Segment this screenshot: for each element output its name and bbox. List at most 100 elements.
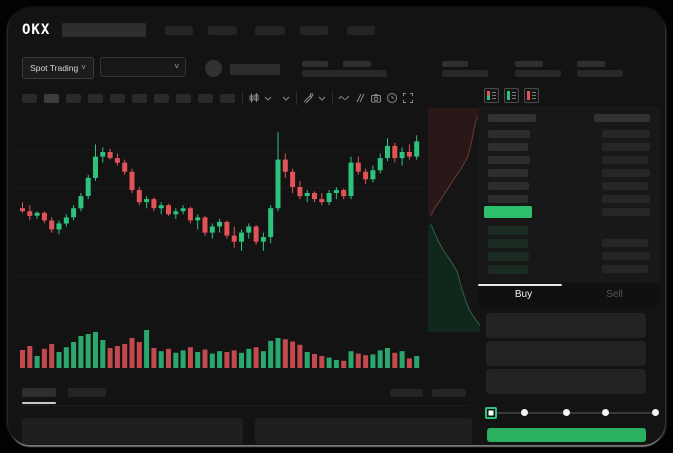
ask-amount-bar[interactable] [602, 156, 648, 164]
bottom-action-2[interactable] [432, 389, 466, 397]
candlestick-style-icon[interactable] [248, 92, 260, 104]
slider-stop-25[interactable] [521, 409, 528, 416]
candle-up [385, 145, 390, 159]
volume-bar [239, 352, 244, 368]
line-tools-icon[interactable] [302, 92, 314, 104]
ask-amount-bar[interactable] [602, 182, 648, 190]
candle-down [49, 220, 55, 230]
timeframe-button-2[interactable] [44, 94, 59, 103]
ask-amount-bar[interactable] [602, 169, 650, 177]
candle-up [78, 196, 84, 209]
volume-bar [326, 357, 332, 368]
bid-amount-bar[interactable] [602, 265, 648, 273]
timeframe-button-1[interactable] [22, 94, 37, 103]
volume-bar [253, 347, 259, 368]
app-window: OKX Spot Trading ˅ ˅ [8, 8, 665, 445]
nav-item-5[interactable] [347, 26, 375, 35]
slider-track[interactable] [488, 412, 658, 414]
volume-bar [217, 351, 223, 368]
order-total-field[interactable] [486, 369, 646, 394]
volume-bar [370, 354, 376, 368]
nav-item-2[interactable] [208, 26, 237, 35]
depth-chart[interactable] [428, 108, 480, 332]
candle-up [71, 208, 77, 218]
candle-up [333, 190, 339, 193]
bid-price-bar[interactable] [488, 226, 528, 235]
timeframe-button-5[interactable] [110, 94, 125, 103]
candle-up [180, 208, 186, 212]
nav-item-1[interactable] [165, 26, 193, 35]
candle-down [363, 171, 369, 180]
volume-bar [282, 339, 288, 368]
ask-price-bar[interactable] [488, 156, 530, 164]
ask-price-bar[interactable] [488, 182, 529, 190]
chevron-down-icon[interactable] [280, 92, 292, 104]
timeframe-button-7[interactable] [154, 94, 169, 103]
order-amount-field[interactable] [486, 341, 646, 366]
candle-down [151, 199, 157, 209]
last-price-bar[interactable] [484, 206, 532, 218]
bottom-tab-order-history[interactable] [68, 388, 106, 397]
slider-stop-50[interactable] [563, 409, 570, 416]
bid-price-bar[interactable] [488, 252, 529, 261]
bottom-action-1[interactable] [390, 389, 423, 397]
candle-down [122, 162, 128, 172]
bid-price-bar[interactable] [488, 265, 528, 274]
bottom-tab-open-orders[interactable] [22, 388, 56, 397]
candle-down [202, 217, 208, 233]
book-bids-icon[interactable] [504, 88, 519, 103]
timeframe-button-9[interactable] [198, 94, 213, 103]
volume-bar [85, 334, 91, 368]
ask-price-bar[interactable] [488, 130, 530, 138]
chevron-down-icon[interactable] [316, 92, 328, 104]
volume-bar [341, 360, 347, 368]
slider-stop-75[interactable] [602, 409, 609, 416]
volume-bar [231, 350, 237, 368]
tab-buy[interactable]: Buy [514, 289, 533, 300]
order-book [478, 106, 660, 282]
camera-icon[interactable] [370, 92, 382, 104]
pair-selector[interactable]: ˅ [100, 57, 186, 77]
fullscreen-icon[interactable] [402, 92, 414, 104]
ask-amount-bar[interactable] [602, 143, 650, 151]
timeframe-button-10[interactable] [220, 94, 235, 103]
ask-amount-bar[interactable] [602, 195, 650, 203]
timeframe-button-3[interactable] [66, 94, 81, 103]
ask-price-bar[interactable] [488, 195, 528, 203]
bid-amount-bar[interactable] [602, 252, 650, 260]
timeframe-button-6[interactable] [132, 94, 147, 103]
ask-price-bar[interactable] [488, 143, 528, 151]
bid-price-bar[interactable] [488, 239, 528, 248]
compare-lines-icon[interactable] [354, 92, 366, 104]
volume-bar [20, 350, 25, 368]
market-type-selector[interactable]: Spot Trading ˅ [22, 57, 94, 79]
volume-bar [107, 348, 113, 368]
timeframe-button-4[interactable] [88, 94, 103, 103]
order-price-field[interactable] [486, 313, 646, 338]
nav-item-3[interactable] [255, 26, 285, 35]
indicator-wave-icon[interactable] [338, 92, 350, 104]
ask-price-bar[interactable] [488, 169, 528, 177]
book-asks-icon[interactable] [524, 88, 539, 103]
nav-item-4[interactable] [300, 26, 328, 35]
candle-down [392, 145, 398, 159]
candle-down [341, 190, 347, 197]
candle-down [107, 152, 113, 159]
buy-submit-button[interactable] [487, 428, 646, 442]
candlestick-chart[interactable] [16, 108, 474, 380]
ask-amount-bar[interactable] [602, 130, 650, 138]
search-input[interactable] [62, 23, 146, 37]
bid-amount-bar[interactable] [602, 239, 648, 247]
volume-bar [406, 358, 412, 368]
book-all-icon[interactable] [484, 88, 499, 103]
slider-handle[interactable] [485, 407, 497, 419]
volume-bar [187, 347, 193, 368]
last-amount-bar[interactable] [602, 208, 650, 216]
tab-sell[interactable]: Sell [606, 289, 623, 300]
clock-icon[interactable] [386, 92, 398, 104]
bottom-active-tab-underline [22, 402, 56, 404]
slider-stop-100[interactable] [652, 409, 659, 416]
candle-up [304, 193, 310, 196]
chevron-down-icon[interactable] [262, 92, 274, 104]
timeframe-button-8[interactable] [176, 94, 191, 103]
